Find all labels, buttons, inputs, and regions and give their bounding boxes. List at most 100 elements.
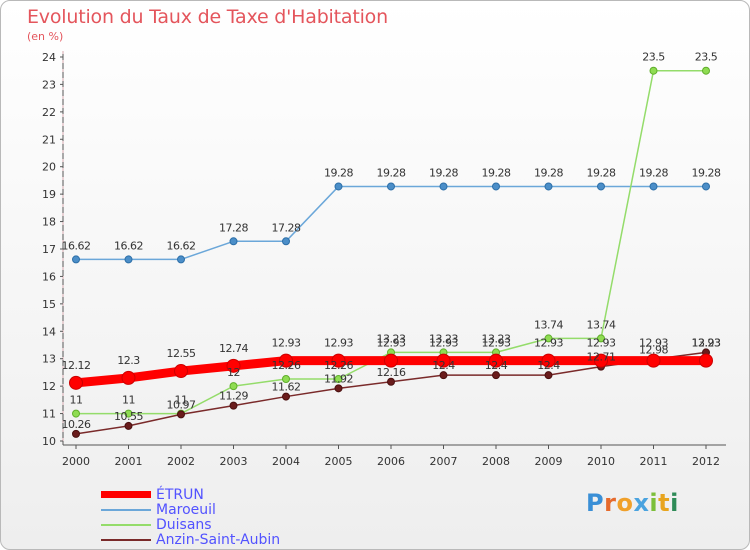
- data-point-anzin: [439, 371, 448, 380]
- data-point-etrun: [699, 353, 713, 368]
- data-label-duisans: 12: [227, 366, 240, 379]
- data-label-duisans: 13.74: [534, 318, 563, 331]
- data-label-duisans: 13.23: [377, 332, 406, 345]
- data-label-anzin: 12.98: [639, 343, 668, 356]
- data-point-etrun: [646, 353, 661, 368]
- data-label-maroeuil: 19.28: [429, 166, 458, 179]
- data-point-anzin: [282, 392, 290, 401]
- x-tick-label: 2008: [482, 455, 510, 468]
- data-point-duisans: [597, 334, 605, 343]
- data-point-etrun: [121, 370, 136, 385]
- data-point-duisans: [72, 409, 80, 418]
- data-label-duisans: 12.26: [324, 359, 353, 372]
- data-point-duisans: [334, 375, 343, 384]
- data-label-anzin: 13.23: [692, 336, 721, 349]
- data-label-duisans: 13.74: [587, 318, 616, 331]
- data-point-duisans: [702, 66, 710, 75]
- data-point-etrun: [331, 353, 346, 368]
- data-label-maroeuil: 16.62: [114, 239, 143, 252]
- data-label-duisans: 23.5: [642, 51, 665, 64]
- data-label-maroeuil: 19.28: [692, 166, 721, 179]
- data-point-maroeuil: [544, 182, 553, 191]
- x-tick-label: 2000: [62, 455, 90, 468]
- data-point-duisans: [282, 375, 290, 384]
- data-point-etrun: [279, 353, 293, 368]
- y-tick-label: 11: [42, 408, 56, 421]
- data-point-maroeuil: [229, 237, 238, 246]
- data-point-duisans: [124, 409, 133, 418]
- y-tick-label: 17: [42, 243, 56, 256]
- data-point-anzin: [229, 401, 238, 410]
- data-label-anzin: 10.97: [167, 398, 196, 411]
- data-point-anzin: [334, 384, 343, 393]
- data-label-etrun: 12.93: [324, 337, 353, 350]
- data-point-duisans: [229, 382, 238, 391]
- data-label-anzin: 12.16: [377, 366, 406, 379]
- data-label-etrun: 12.3: [117, 354, 140, 367]
- chart-title: Evolution du Taux de Taxe d'Habitation: [27, 6, 388, 28]
- x-tick-label: 2011: [640, 455, 668, 468]
- data-label-duisans: 13.23: [482, 332, 511, 345]
- data-point-anzin: [72, 429, 80, 438]
- data-label-etrun: 12.55: [167, 347, 196, 360]
- y-tick-label: 12: [42, 380, 56, 393]
- y-tick-label: 10: [42, 435, 56, 448]
- data-label-etrun: 12.74: [219, 342, 248, 355]
- legend-swatch-maroeuil: [101, 509, 151, 511]
- x-tick-label: 2006: [377, 455, 405, 468]
- data-point-etrun: [541, 353, 556, 368]
- data-label-anzin: 11.29: [219, 390, 248, 403]
- chart-subtitle: (en %): [27, 30, 64, 43]
- y-tick-label: 18: [42, 216, 56, 229]
- data-point-etrun: [436, 353, 451, 368]
- data-point-maroeuil: [177, 255, 185, 264]
- data-label-maroeuil: 19.28: [534, 166, 563, 179]
- data-label-anzin: 11.92: [324, 372, 353, 385]
- data-label-etrun: 12.93: [692, 337, 721, 350]
- data-label-etrun: 12.93: [429, 337, 458, 350]
- x-tick-label: 2005: [325, 455, 353, 468]
- data-point-etrun: [226, 358, 241, 373]
- y-tick-label: 15: [42, 298, 56, 311]
- data-point-duisans: [544, 334, 553, 343]
- data-point-maroeuil: [702, 182, 710, 191]
- legend-swatch-duisans: [101, 524, 151, 526]
- data-label-maroeuil: 19.28: [377, 166, 406, 179]
- data-label-maroeuil: 19.28: [639, 166, 668, 179]
- data-label-anzin: 12.71: [587, 351, 616, 364]
- data-point-maroeuil: [334, 182, 343, 191]
- data-point-etrun: [489, 353, 503, 368]
- proxiti-logo: Proxiti: [586, 489, 679, 517]
- legend-label-duisans: Duisans: [156, 517, 212, 533]
- x-tick-label: 2004: [272, 455, 300, 468]
- data-label-etrun: 12.93: [587, 337, 616, 350]
- legend-label-etrun: ÉTRUN: [156, 487, 204, 503]
- data-point-maroeuil: [72, 255, 80, 264]
- y-tick-label: 22: [42, 106, 56, 119]
- data-label-anzin: 12.4: [432, 359, 455, 372]
- data-point-maroeuil: [597, 182, 605, 191]
- data-label-maroeuil: 16.62: [62, 239, 91, 252]
- data-label-anzin: 11.62: [272, 381, 301, 394]
- x-tick-label: 2009: [535, 455, 563, 468]
- data-point-anzin: [492, 371, 500, 380]
- data-point-maroeuil: [649, 182, 658, 191]
- data-label-maroeuil: 16.62: [167, 239, 196, 252]
- x-tick-label: 2001: [115, 455, 143, 468]
- data-point-maroeuil: [439, 182, 448, 191]
- data-point-maroeuil: [282, 237, 290, 246]
- data-point-duisans: [649, 66, 658, 75]
- x-tick-label: 2012: [692, 455, 720, 468]
- y-tick-label: 13: [42, 353, 56, 366]
- y-tick-label: 23: [42, 78, 56, 91]
- data-point-etrun: [69, 375, 83, 390]
- data-label-duisans: 11: [122, 394, 135, 407]
- data-label-duisans: 23.5: [695, 51, 718, 64]
- data-label-maroeuil: 17.28: [272, 221, 301, 234]
- data-point-etrun: [594, 353, 608, 368]
- data-point-maroeuil: [387, 182, 395, 191]
- data-label-etrun: 12.93: [534, 337, 563, 350]
- y-tick-label: 16: [42, 270, 56, 283]
